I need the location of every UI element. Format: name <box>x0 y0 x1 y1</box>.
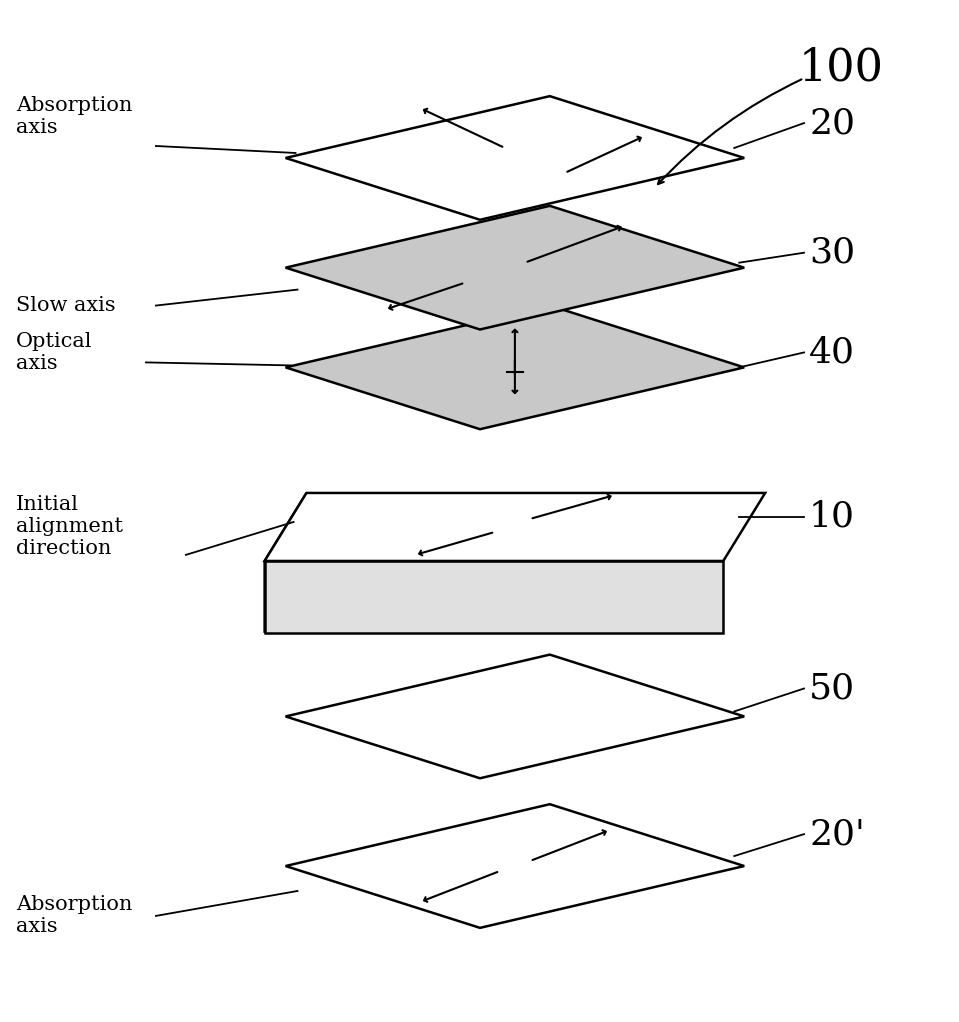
Text: 100: 100 <box>799 47 884 90</box>
Text: Absorption
axis: Absorption axis <box>16 96 132 137</box>
Polygon shape <box>286 804 744 928</box>
Polygon shape <box>286 96 744 220</box>
Polygon shape <box>286 306 744 429</box>
Text: 30: 30 <box>809 236 855 270</box>
Text: Optical
axis: Optical axis <box>16 332 93 373</box>
Text: 20: 20 <box>809 106 855 140</box>
Polygon shape <box>265 561 723 633</box>
Text: Absorption
axis: Absorption axis <box>16 895 132 936</box>
Polygon shape <box>265 493 765 561</box>
Text: 50: 50 <box>809 671 855 705</box>
Text: Initial
alignment
direction: Initial alignment direction <box>16 496 124 558</box>
Polygon shape <box>265 493 307 633</box>
Text: 20': 20' <box>809 818 865 851</box>
Text: 10: 10 <box>809 500 855 533</box>
Text: 40: 40 <box>809 335 855 369</box>
Polygon shape <box>286 655 744 779</box>
Polygon shape <box>286 205 744 329</box>
Text: Slow axis: Slow axis <box>16 296 116 315</box>
